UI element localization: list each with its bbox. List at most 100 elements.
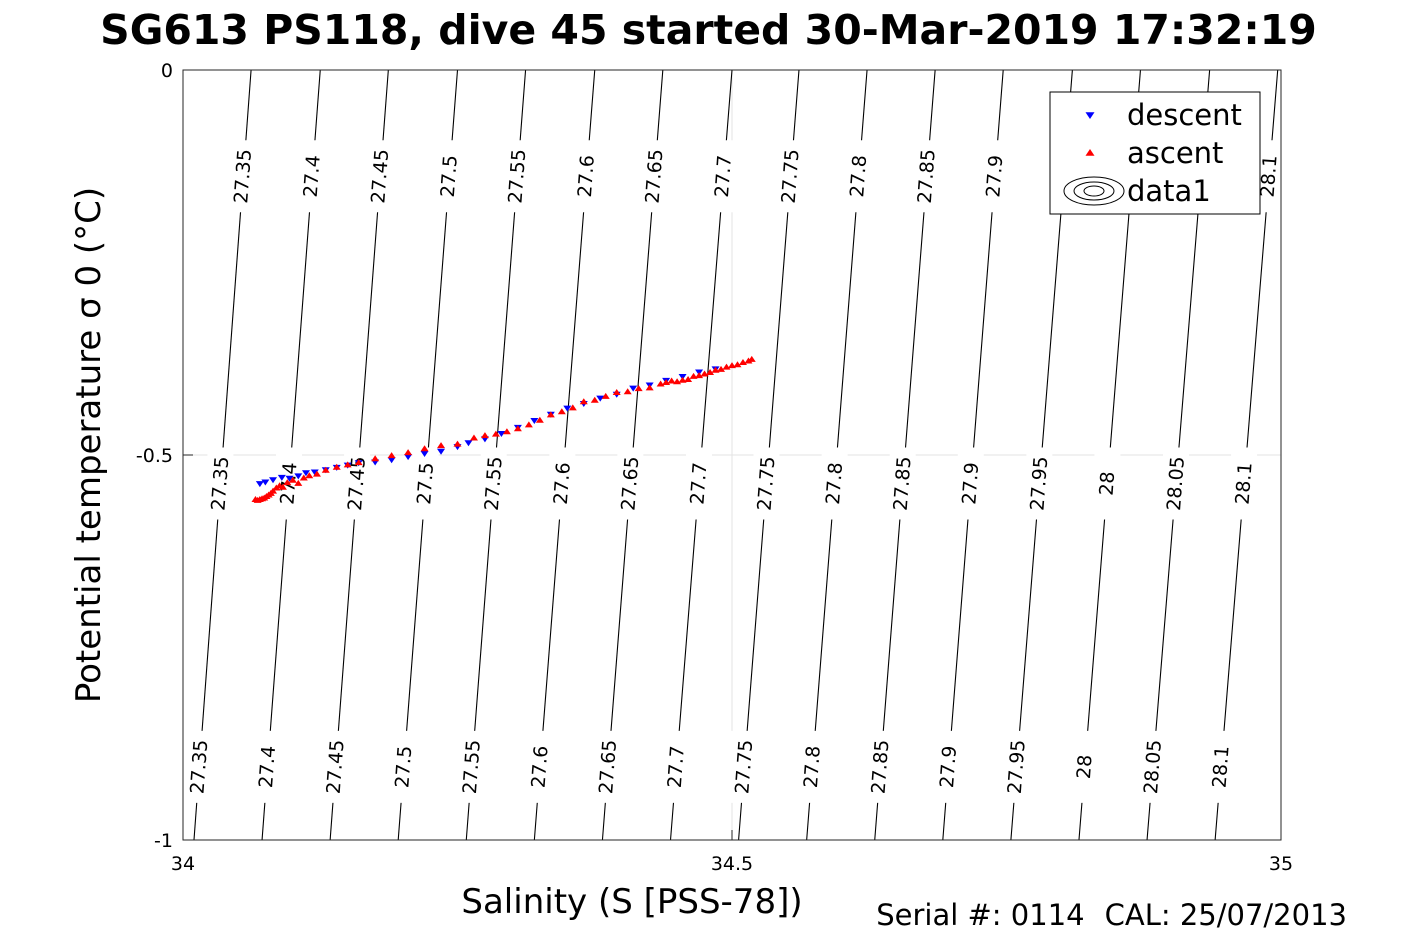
contour-label-top-11: 27.9	[982, 154, 1007, 198]
contour-label-top-10: 27.85	[914, 148, 940, 204]
y-tick-label-2: -1	[154, 830, 173, 852]
contour-label-bg	[845, 140, 872, 213]
contour-label-top-9: 27.8	[846, 154, 871, 198]
x-tick-label-2: 35	[1269, 853, 1293, 875]
contour-label-bg	[573, 140, 600, 213]
contour-label-bottom-0: 27.35	[186, 739, 212, 795]
contour-label-bg	[1139, 730, 1166, 803]
ascent-point-33	[524, 421, 533, 428]
contour-label-bg	[821, 447, 848, 520]
x-tick-label-0: 34	[171, 853, 195, 875]
contour-label-bottom-12: 27.95	[1004, 739, 1030, 795]
ascent-point-31	[502, 428, 511, 435]
contour-label-middle-9: 27.8	[822, 462, 847, 506]
ascent-point-14	[294, 479, 303, 486]
contour-label-top-5: 27.6	[574, 154, 599, 198]
contour-label-bottom-13: 28	[1073, 754, 1097, 780]
ascent-point-32	[513, 425, 522, 432]
footer-info: Serial #: 0114 CAL: 25/07/2013	[876, 898, 1347, 932]
ascent-point-56	[717, 365, 726, 372]
contour-label-middle-15: 28.1	[1232, 462, 1257, 506]
axes: 34 34.5 35 0 -0.5 -1	[136, 60, 1293, 875]
ascent-point-43	[634, 385, 643, 392]
ascent-point-18	[321, 466, 330, 473]
ascent-point-30	[491, 430, 500, 437]
ascent-point-61	[744, 357, 753, 364]
descent-point-20	[497, 431, 506, 438]
ascent-point-50	[684, 375, 693, 382]
contour-label-bg	[322, 730, 349, 803]
contour-label-top-6: 27.65	[642, 148, 668, 204]
x-axis-label: Salinity (S [PSS-78])	[461, 882, 802, 922]
ascent-point-42	[623, 388, 632, 395]
density-contours: 27.35 27.4 27.45 27.5 27.55 27.6 27.65 27.7 27.7…	[186, 69, 1283, 841]
legend-label-ascent: ascent	[1127, 136, 1223, 170]
contour-label-bg	[753, 447, 780, 520]
ascent-point-20	[343, 461, 352, 468]
ascent-point-45	[656, 380, 665, 387]
contour-label-bg	[641, 140, 668, 213]
contour-label-bottom-3: 27.5	[391, 745, 416, 789]
ascent-point-28	[469, 434, 478, 441]
ascent-point-15	[299, 474, 308, 481]
contour-label-bg	[710, 140, 737, 213]
legend: descent ascent data1	[1049, 91, 1261, 215]
contour-label-bg	[777, 140, 804, 213]
contour-label-middle-3: 27.5	[413, 462, 438, 506]
contour-label-bottom-8: 27.75	[731, 739, 757, 795]
contour-label-bg	[617, 447, 644, 520]
contour-label-bg	[913, 140, 940, 213]
descent-point-6	[301, 470, 310, 477]
contour-label-bottom-4: 27.55	[459, 739, 485, 795]
contour-label-middle-13: 28	[1096, 471, 1120, 497]
descent-point-16	[437, 448, 446, 455]
ascent-point-22	[371, 455, 380, 462]
contour-label-bottom-10: 27.85	[867, 739, 893, 795]
data-points	[251, 355, 756, 503]
ascent-point-19	[332, 463, 341, 470]
contour-label-bg	[299, 140, 326, 213]
descent-point-26	[596, 395, 605, 402]
contour-label-top-7: 27.7	[711, 154, 736, 198]
ascent-point-8	[269, 487, 278, 494]
descent-point-28	[629, 385, 638, 392]
contour-label-bg	[207, 447, 234, 520]
contour-label-top-2: 27.45	[367, 148, 393, 204]
ascent-point-54	[706, 369, 715, 376]
descent-point-18	[464, 440, 473, 447]
ascent-point-13	[288, 476, 297, 483]
contour-label-bg	[663, 730, 690, 803]
legend-marker-descent	[1085, 112, 1095, 120]
contour-label-bg	[935, 730, 962, 803]
contour-label-middle-12: 27.95	[1026, 456, 1052, 512]
legend-label-descent: descent	[1127, 98, 1242, 132]
contour-label-middle-0: 27.35	[207, 456, 233, 512]
contour-label-middle-5: 27.6	[550, 462, 575, 506]
legend-contour-ring-0	[1063, 176, 1125, 206]
contour-label-top-1: 27.4	[300, 154, 325, 198]
contour-label-bottom-2: 27.45	[323, 739, 349, 795]
ascent-point-29	[480, 432, 489, 439]
ascent-point-37	[568, 404, 577, 411]
contour-label-bg	[458, 730, 485, 803]
ascent-point-35	[546, 411, 555, 418]
ascent-point-44	[645, 384, 654, 391]
contour-label-top-3: 27.5	[437, 154, 462, 198]
contour-label-middle-8: 27.75	[754, 456, 780, 512]
ascent-point-21	[354, 459, 363, 466]
contour-label-bg	[254, 730, 281, 803]
contour-label-top-8: 27.75	[778, 148, 804, 204]
ascent-point-41	[612, 389, 621, 396]
serial-number: Serial #: 0114	[876, 898, 1085, 932]
contour-label-middle-14: 28.05	[1163, 456, 1189, 512]
descent-point-13	[387, 457, 396, 464]
ascent-point-60	[738, 359, 747, 365]
contour-label-bg	[230, 140, 257, 213]
contour-label-top-0: 27.35	[230, 148, 256, 204]
contour-label-middle-4: 27.55	[481, 456, 507, 512]
ascent-point-25	[420, 445, 429, 452]
contour-label-bg	[436, 140, 463, 213]
y-tick-label-0: 0	[161, 60, 173, 82]
ascent-point-39	[590, 396, 599, 403]
